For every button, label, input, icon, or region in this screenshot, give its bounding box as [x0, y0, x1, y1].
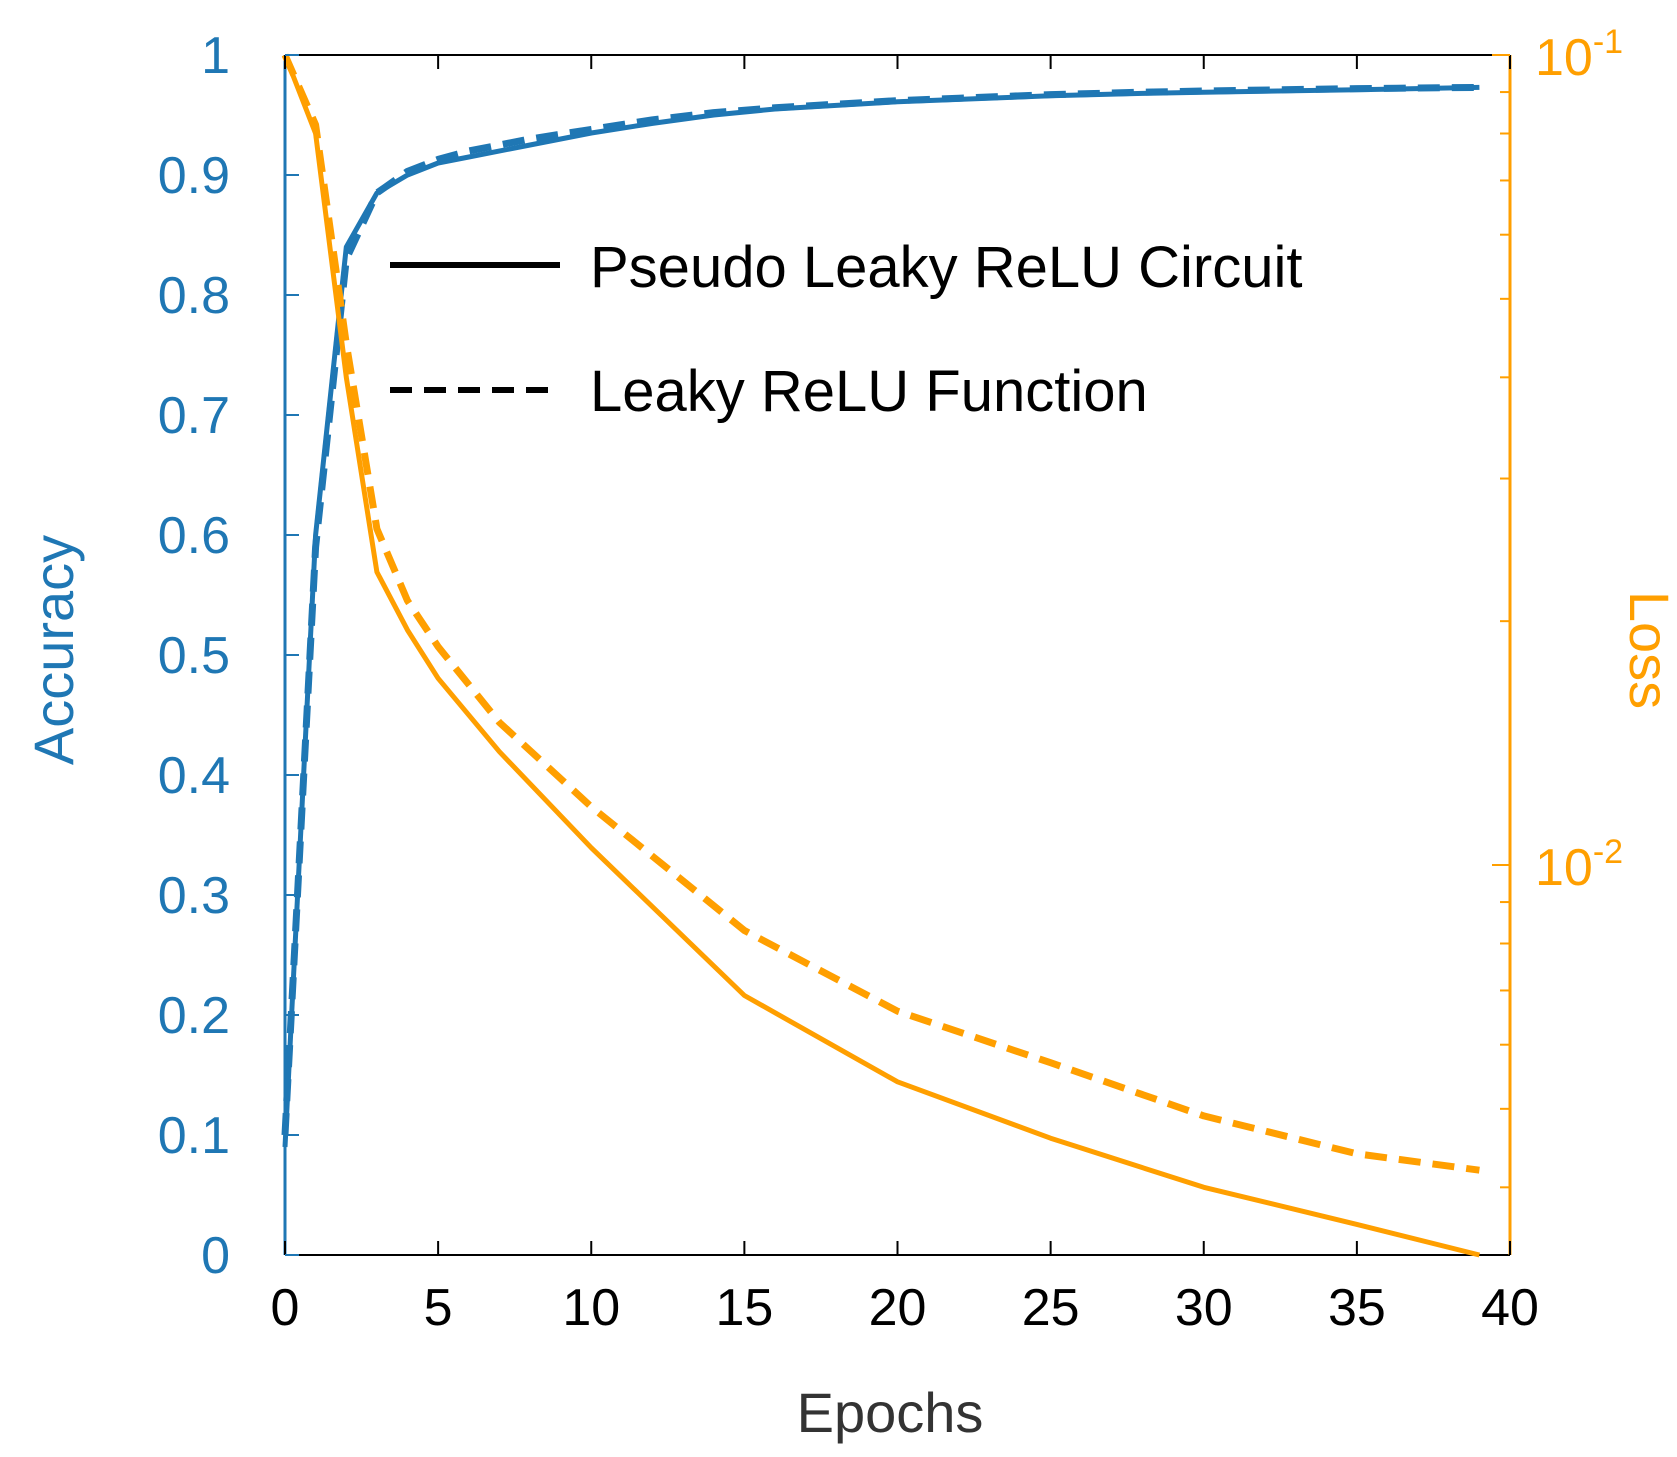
legend-label-function: Leaky ReLU Function	[590, 359, 1148, 424]
left-y-tick-label: 0.6	[158, 507, 230, 565]
x-tick-label: 25	[1022, 1279, 1080, 1337]
x-tick-label: 30	[1175, 1279, 1233, 1337]
x-axis-label: Epochs	[797, 1381, 984, 1444]
left-y-tick-label: 0.8	[158, 267, 230, 325]
left-y-tick-label: 0.2	[158, 987, 230, 1045]
left-y-tick-label: 0.7	[158, 387, 230, 445]
right-y-axis-label: Loss	[1618, 591, 1677, 709]
right-y-tick-label: 10-2	[1535, 833, 1623, 897]
x-tick-label: 40	[1481, 1279, 1539, 1337]
accuracy-function-line	[281, 83, 1480, 1136]
left-y-tick-label: 0.3	[158, 867, 230, 925]
x-tick-label: 20	[869, 1279, 927, 1337]
right-y-tick-label: 10-1	[1535, 23, 1623, 87]
left-y-tick-label: 0.9	[158, 147, 230, 205]
x-tick-label: 5	[424, 1279, 453, 1337]
left-y-tick-label: 0.5	[158, 627, 230, 685]
x-tick-label: 35	[1328, 1279, 1386, 1337]
legend: Pseudo Leaky ReLU Circuit Leaky ReLU Fun…	[390, 235, 1302, 424]
loss-circuit-line	[282, 54, 1481, 1258]
loss-function-line	[281, 53, 1480, 1174]
x-tick-label: 0	[271, 1279, 300, 1337]
left-y-tick-label: 0	[201, 1227, 230, 1285]
series-layer	[281, 53, 1481, 1258]
left-y-axis-label: Accuracy	[22, 535, 85, 765]
left-y-tick-label: 0.1	[158, 1107, 230, 1165]
ticks-layer: 0 5 10 15 20 25 30 35 40 0 0.1 0.2 0.3 0.4 0.5 0.6 0.7 0.…	[158, 23, 1623, 1337]
legend-label-circuit: Pseudo Leaky ReLU Circuit	[590, 235, 1302, 300]
left-y-tick-label: 0.4	[158, 747, 230, 805]
left-y-tick-label: 1	[201, 27, 230, 85]
x-tick-label: 10	[562, 1279, 620, 1337]
x-tick-label: 15	[715, 1279, 773, 1337]
